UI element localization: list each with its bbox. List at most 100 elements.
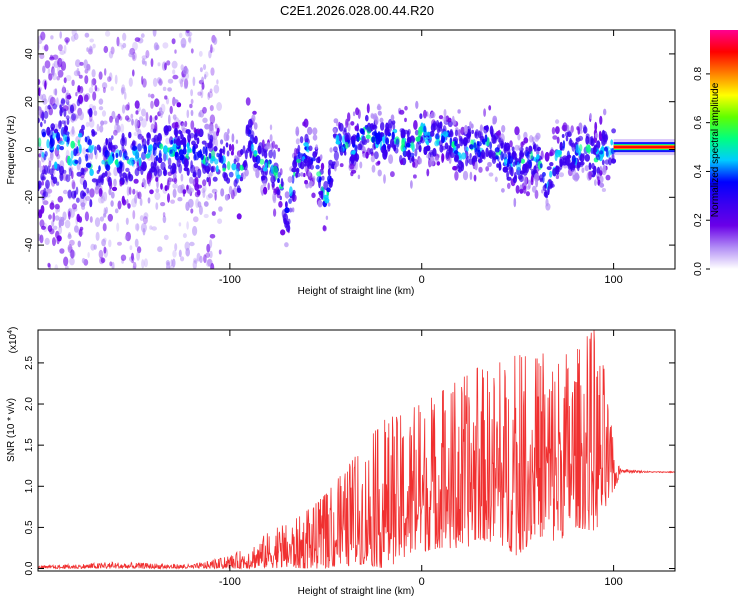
noise-blob [172, 258, 176, 268]
ridge-blob [554, 149, 561, 158]
ridge-blob [63, 108, 67, 117]
ridge-blob [474, 129, 480, 139]
ridge-blob [224, 194, 229, 201]
noise-blob [142, 60, 147, 66]
ridge-blob [350, 121, 355, 126]
noise-blob [57, 69, 64, 78]
ridge-blob [436, 161, 441, 166]
noise-blob [139, 215, 144, 222]
ridge-blob [520, 158, 525, 164]
ridge-blob [342, 129, 347, 136]
noise-blob [164, 62, 167, 71]
ridge-blob [477, 158, 483, 163]
noise-blob [79, 111, 84, 121]
ridge-blob [52, 68, 55, 77]
noise-blob [203, 213, 209, 219]
ridge-blob [594, 179, 597, 187]
x-tick-label: 100 [604, 576, 622, 588]
noise-blob [209, 239, 213, 249]
ridge-blob [128, 131, 132, 139]
ridge-blob [38, 137, 42, 147]
ridge-blob [345, 118, 349, 128]
ridge-blob [132, 188, 136, 195]
noise-blob [39, 53, 45, 60]
ridge-blob [110, 200, 114, 207]
ridge-blob [393, 144, 396, 152]
noise-blob [184, 241, 190, 251]
ridge-blob [295, 130, 299, 135]
ridge-blob [134, 194, 138, 204]
snr-x-axis-label: Height of straight line (km) [298, 586, 415, 597]
y-tick-label: -20 [24, 190, 35, 205]
noise-blob [88, 119, 95, 128]
ridge-blob [259, 158, 265, 165]
ridge-blob [69, 104, 75, 114]
ridge-blob [131, 118, 134, 126]
ridge-blob [284, 191, 290, 199]
ridge-blob [323, 194, 329, 200]
ridge-blob [266, 142, 271, 150]
ridge-blob [452, 165, 458, 171]
ridge-blob [575, 144, 580, 154]
y-tick-label: 0.5 [24, 520, 35, 534]
noise-blob [52, 237, 56, 247]
noise-blob [103, 191, 108, 202]
ridge-blob [249, 124, 253, 131]
ridge-blob [605, 174, 611, 181]
ridge-blob [173, 177, 178, 184]
ridge-blob [293, 147, 298, 158]
ridge-blob [138, 116, 144, 122]
ridge-blob [317, 156, 321, 164]
noise-blob [213, 84, 220, 94]
ridge-blob [491, 150, 496, 159]
ridge-blob [274, 144, 278, 149]
ridge-blob [105, 138, 108, 146]
ridge-blob [194, 182, 200, 191]
ridge-blob [323, 180, 329, 191]
ridge-blob [602, 165, 607, 173]
noise-blob [211, 188, 218, 194]
ridge-blob [173, 99, 179, 104]
ridge-blob [59, 146, 64, 151]
ridge-blob [327, 168, 331, 176]
ridge-blob [94, 146, 97, 156]
ridge-blob [227, 128, 230, 135]
ridge-blob [564, 131, 570, 137]
noise-blob [128, 186, 132, 195]
noise-blob [204, 74, 207, 80]
ridge-blob [601, 129, 606, 140]
ridge-blob [506, 163, 509, 168]
ridge-blob [296, 159, 301, 163]
noise-blob [69, 257, 75, 266]
ridge-blob [184, 120, 188, 127]
ridge-blob [267, 182, 270, 191]
ridge-blob [454, 129, 459, 137]
ridge-blob [390, 114, 395, 122]
ridge-blob [147, 197, 151, 204]
noise-blob [134, 37, 141, 42]
ridge-blob [583, 126, 588, 134]
y-tick-label: 2.0 [24, 397, 35, 411]
noise-blob [41, 180, 44, 186]
ridge-blob [350, 136, 356, 145]
noise-blob [193, 257, 198, 263]
ridge-blob [87, 109, 93, 116]
noise-blob [98, 106, 104, 111]
ridge-blob [438, 115, 444, 120]
ridge-blob [525, 146, 529, 152]
noise-blob [202, 185, 207, 192]
ridge-blob [157, 168, 163, 177]
noise-blob [136, 250, 141, 261]
ridge-blob [289, 207, 293, 213]
ridge-blob [318, 190, 323, 196]
ridge-blob [88, 145, 94, 154]
ridge-blob [469, 153, 472, 159]
ridge-blob [542, 175, 545, 184]
noise-blob [152, 30, 157, 37]
noise-blob [190, 208, 194, 214]
noise-blob [180, 256, 185, 262]
y-tick-label: 1.5 [24, 438, 35, 452]
noise-blob [117, 241, 122, 246]
ridge-blob [434, 156, 440, 163]
noise-blob [178, 249, 182, 258]
